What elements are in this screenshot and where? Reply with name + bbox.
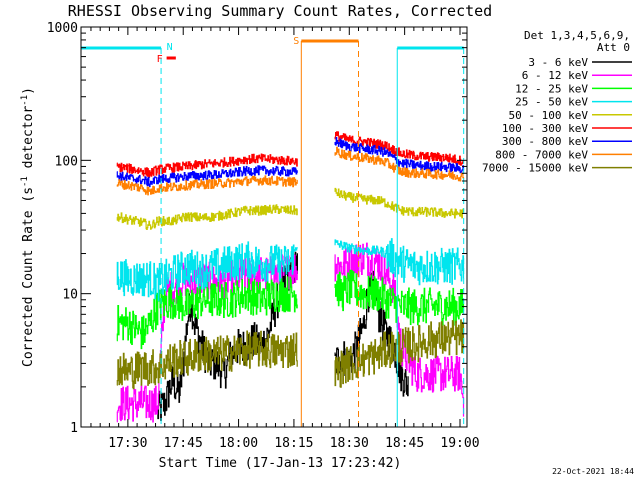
chart-title: RHESSI Observing Summary Count Rates, Co…	[68, 2, 492, 20]
y-tick-label-1: 10	[62, 288, 78, 303]
series-line-9-seg1	[116, 330, 298, 390]
flare-flag-label: F	[157, 54, 163, 65]
legend-title-line2: Att 0	[597, 41, 630, 54]
legend-label-6: 100 - 300 keV	[502, 122, 588, 135]
footer-date: 22-Oct-2021 18:44	[552, 467, 634, 476]
series-line-4-seg2	[334, 238, 465, 286]
plot-frame	[80, 26, 468, 428]
legend-label-4: 25 - 50 keV	[515, 96, 588, 109]
legend-label-9: 7000 - 15000 keV	[482, 162, 588, 175]
legend-label-7: 300 - 800 keV	[502, 135, 588, 148]
y-tick-label-0: 1	[70, 421, 78, 436]
legend-label-5: 50 - 100 keV	[509, 109, 589, 122]
x-tick-label-0: 17:30	[108, 436, 147, 451]
series-line-5-seg1	[116, 204, 298, 230]
y-axis: 1 10 100 1000	[47, 21, 467, 436]
series-layer	[116, 131, 465, 423]
series-line-7-seg1	[116, 165, 298, 188]
legend-label-2: 6 - 12 keV	[522, 69, 589, 82]
y-tick-label-3: 1000	[47, 21, 78, 36]
legend-title-line1: Det 1,3,4,5,6,9,	[524, 29, 630, 42]
series-line-6-seg1	[116, 153, 298, 178]
series-line-8-seg1	[116, 175, 298, 196]
x-tick-label-4: 18:30	[330, 436, 369, 451]
legend-label-3: 12 - 25 keV	[515, 82, 588, 95]
x-axis: 17:30 17:45 18:00 18:15 18:30 18:45 19:00	[90, 27, 480, 451]
series-line-7-seg2	[334, 137, 465, 174]
series-line-4-seg1	[116, 241, 298, 302]
x-tick-label-2: 18:00	[219, 436, 258, 451]
x-tick-label-6: 19:00	[440, 436, 479, 451]
legend-label-8: 800 - 7000 keV	[495, 148, 588, 161]
series-line-5-seg2	[334, 187, 465, 219]
x-tick-label-5: 18:45	[385, 436, 424, 451]
y-axis-label: Corrected Count Rate (s-1 detector-1)	[20, 87, 36, 367]
y-tick-label-2: 100	[55, 154, 78, 169]
legend-label-1: 3 - 6 keV	[528, 56, 588, 69]
x-tick-label-3: 18:15	[274, 436, 313, 451]
saa-flag-label: S	[293, 36, 299, 47]
series-line-9-seg2	[334, 319, 465, 388]
series-line-8-seg2	[334, 146, 465, 182]
x-tick-label-1: 17:45	[164, 436, 203, 451]
night-flag-label: N	[167, 42, 173, 53]
x-axis-label: Start Time (17-Jan-13 17:23:42)	[159, 456, 402, 471]
